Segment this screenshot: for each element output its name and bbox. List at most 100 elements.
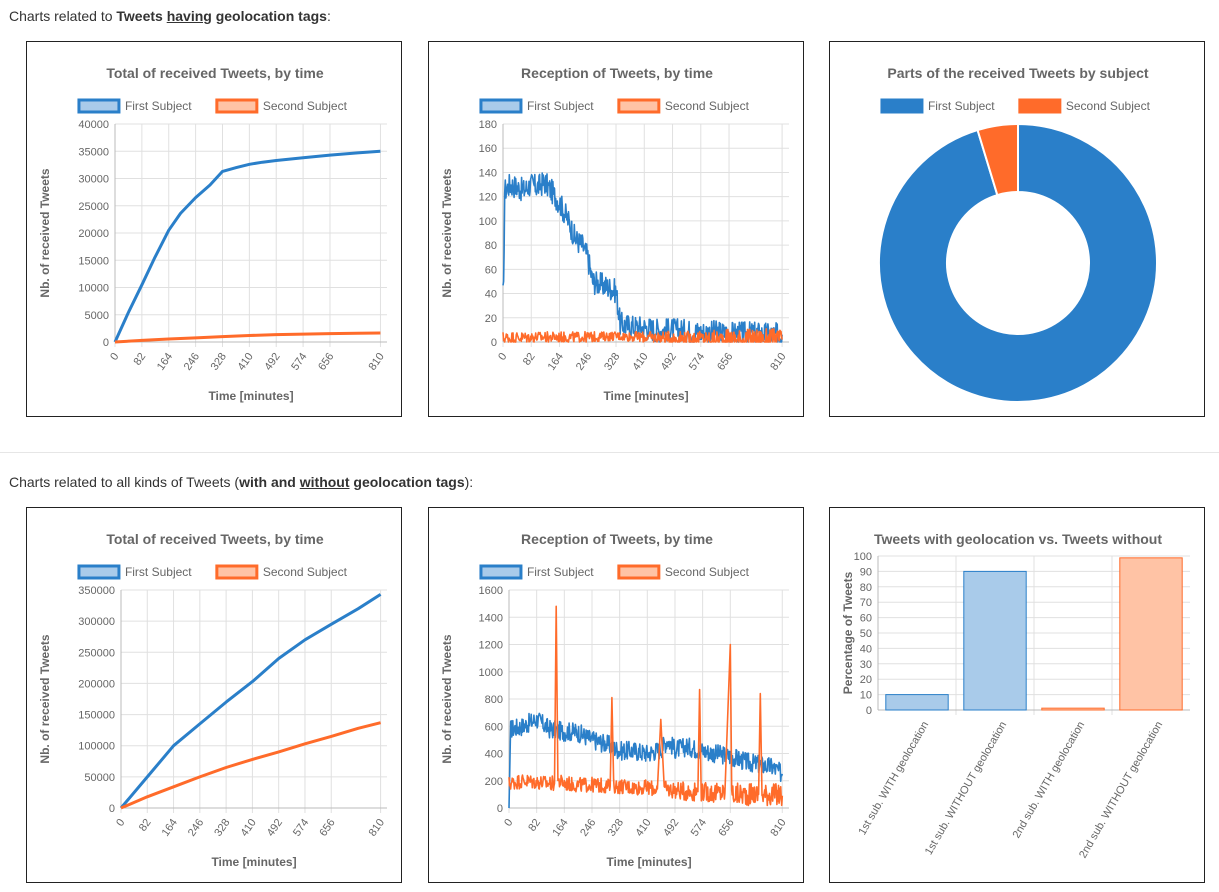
y-tick-label: 1000 — [479, 667, 503, 679]
section-heading-all: Charts related to all kinds of Tweets (w… — [9, 474, 473, 490]
y-tick-label: 80 — [485, 240, 497, 252]
chart-svg: Parts of the received Tweets by subject F… — [878, 65, 1158, 403]
x-tick-label: 410 — [238, 817, 258, 839]
chart-title: Reception of Tweets, by time — [521, 531, 713, 547]
chart-panel-reception-geo: Reception of Tweets, by time First Subjec… — [428, 41, 804, 417]
x-tick-label: 82 — [521, 351, 538, 368]
y-axis-title: Nb. of received Tweets — [440, 634, 454, 763]
y-tick-label: 200 — [485, 776, 503, 788]
y-axis-title: Nb. of received Tweets — [38, 634, 52, 763]
x-tick-label: 574 — [291, 817, 311, 839]
x-tick-label: 656 — [316, 351, 336, 373]
y-tick-label: 0 — [497, 803, 503, 815]
chart-panel-reception-all: Reception of Tweets, by time First Subjec… — [428, 507, 804, 883]
bar — [963, 570, 1027, 711]
chart-title: Total of received Tweets, by time — [106, 531, 324, 547]
x-tick-label: 410 — [630, 351, 650, 373]
pie-slice-first-subject — [878, 122, 1158, 403]
series-line-second-subject — [508, 605, 784, 807]
x-tick-label: 492 — [661, 817, 681, 839]
chart-svg: Total of received Tweets, by time First S… — [38, 531, 387, 869]
x-tick-label: 810 — [367, 351, 387, 373]
legend-label: First Subject — [125, 565, 192, 579]
y-tick-label: 200000 — [78, 678, 115, 690]
x-tick-label: 410 — [633, 817, 653, 839]
series-line-second-subject — [120, 721, 381, 810]
legend-label: Second Subject — [263, 565, 348, 579]
y-axis-title: Percentage of Tweets — [841, 571, 855, 694]
heading-underline: without — [299, 474, 350, 490]
x-tick-label: 82 — [131, 351, 148, 368]
y-tick-label: 60 — [485, 264, 497, 276]
x-tick-label: 0 — [108, 351, 121, 363]
x-tick-label: 810 — [768, 817, 788, 839]
legend-label: First Subject — [928, 99, 995, 113]
legend-swatch — [880, 98, 924, 114]
legend-label: Second Subject — [665, 99, 750, 113]
heading-underline: having — [166, 8, 212, 24]
y-tick-label: 50000 — [84, 772, 115, 784]
heading-bold-rest: geolocation tags — [211, 8, 327, 24]
chart-svg: Reception of Tweets, by time First Subjec… — [440, 65, 789, 403]
chart-svg: Total of received Tweets, by time First S… — [38, 65, 387, 403]
y-tick-label: 140 — [479, 167, 497, 179]
x-tick-label: 656 — [715, 351, 735, 373]
y-tick-label: 800 — [485, 694, 503, 706]
y-tick-label: 600 — [485, 721, 503, 733]
legend-label: Second Subject — [263, 99, 348, 113]
y-tick-label: 400 — [485, 749, 503, 761]
heading-bold-rest: geolocation tags — [349, 474, 465, 490]
y-tick-label: 0 — [866, 705, 872, 717]
x-tick-label: 328 — [209, 351, 229, 373]
chart-svg: Tweets with geolocation vs. Tweets witho… — [841, 531, 1190, 861]
chart-title: Total of received Tweets, by time — [106, 65, 324, 81]
y-tick-label: 10 — [860, 690, 872, 702]
x-tick-label: 656 — [317, 817, 337, 839]
chart-title: Tweets with geolocation vs. Tweets witho… — [874, 531, 1162, 547]
y-tick-label: 100000 — [78, 741, 115, 753]
series-line-second-subject — [502, 328, 783, 343]
y-tick-label: 20000 — [78, 228, 109, 240]
x-tick-label: 0 — [502, 817, 515, 829]
x-tick-label: 0 — [114, 817, 127, 829]
y-tick-label: 15000 — [78, 255, 109, 267]
x-tick-label: 574 — [689, 817, 709, 839]
x-tick-label: 246 — [574, 351, 594, 373]
x-tick-label: 0 — [496, 351, 509, 363]
y-tick-label: 70 — [860, 597, 872, 609]
heading-bold: with and — [239, 474, 300, 490]
x-tick-label: 164 — [550, 817, 570, 839]
x-tick-label: 810 — [768, 351, 788, 373]
legend-swatch — [617, 98, 661, 114]
series-line-first-subject — [502, 172, 783, 343]
chart-title: Reception of Tweets, by time — [521, 65, 713, 81]
y-tick-label: 30 — [860, 659, 872, 671]
x-tick-label: 1st sub. WITH geolocation — [856, 720, 931, 838]
x-axis-title: Time [minutes] — [606, 855, 691, 869]
legend-swatch — [215, 98, 259, 114]
y-tick-label: 10000 — [78, 283, 109, 295]
y-tick-label: 300000 — [78, 616, 115, 628]
chart-title: Parts of the received Tweets by subject — [887, 65, 1149, 81]
y-tick-label: 100 — [479, 216, 497, 228]
legend-label: Second Subject — [665, 565, 750, 579]
y-axis-title: Nb. of received Tweets — [38, 168, 52, 297]
y-tick-label: 40000 — [78, 119, 109, 131]
chart-panel-total-geo: Total of received Tweets, by time First S… — [26, 41, 402, 417]
x-tick-label: 810 — [367, 817, 387, 839]
y-tick-label: 80 — [860, 582, 872, 594]
y-tick-label: 90 — [860, 566, 872, 578]
legend-swatch — [479, 564, 523, 580]
x-tick-label: 246 — [182, 351, 202, 373]
y-tick-label: 100 — [854, 551, 872, 563]
x-tick-label: 2nd sub. WITHOUT geolocation — [1077, 720, 1165, 861]
legend-label: Second Subject — [1066, 99, 1151, 113]
bar — [1119, 557, 1183, 711]
y-tick-label: 5000 — [85, 310, 109, 322]
chart-panel-pie: Parts of the received Tweets by subject F… — [829, 41, 1205, 417]
legend-swatch — [77, 564, 121, 580]
legend-label: First Subject — [527, 565, 594, 579]
pie-slice-second-subject — [976, 122, 1019, 197]
y-tick-label: 1400 — [479, 612, 503, 624]
bar — [1041, 707, 1105, 711]
